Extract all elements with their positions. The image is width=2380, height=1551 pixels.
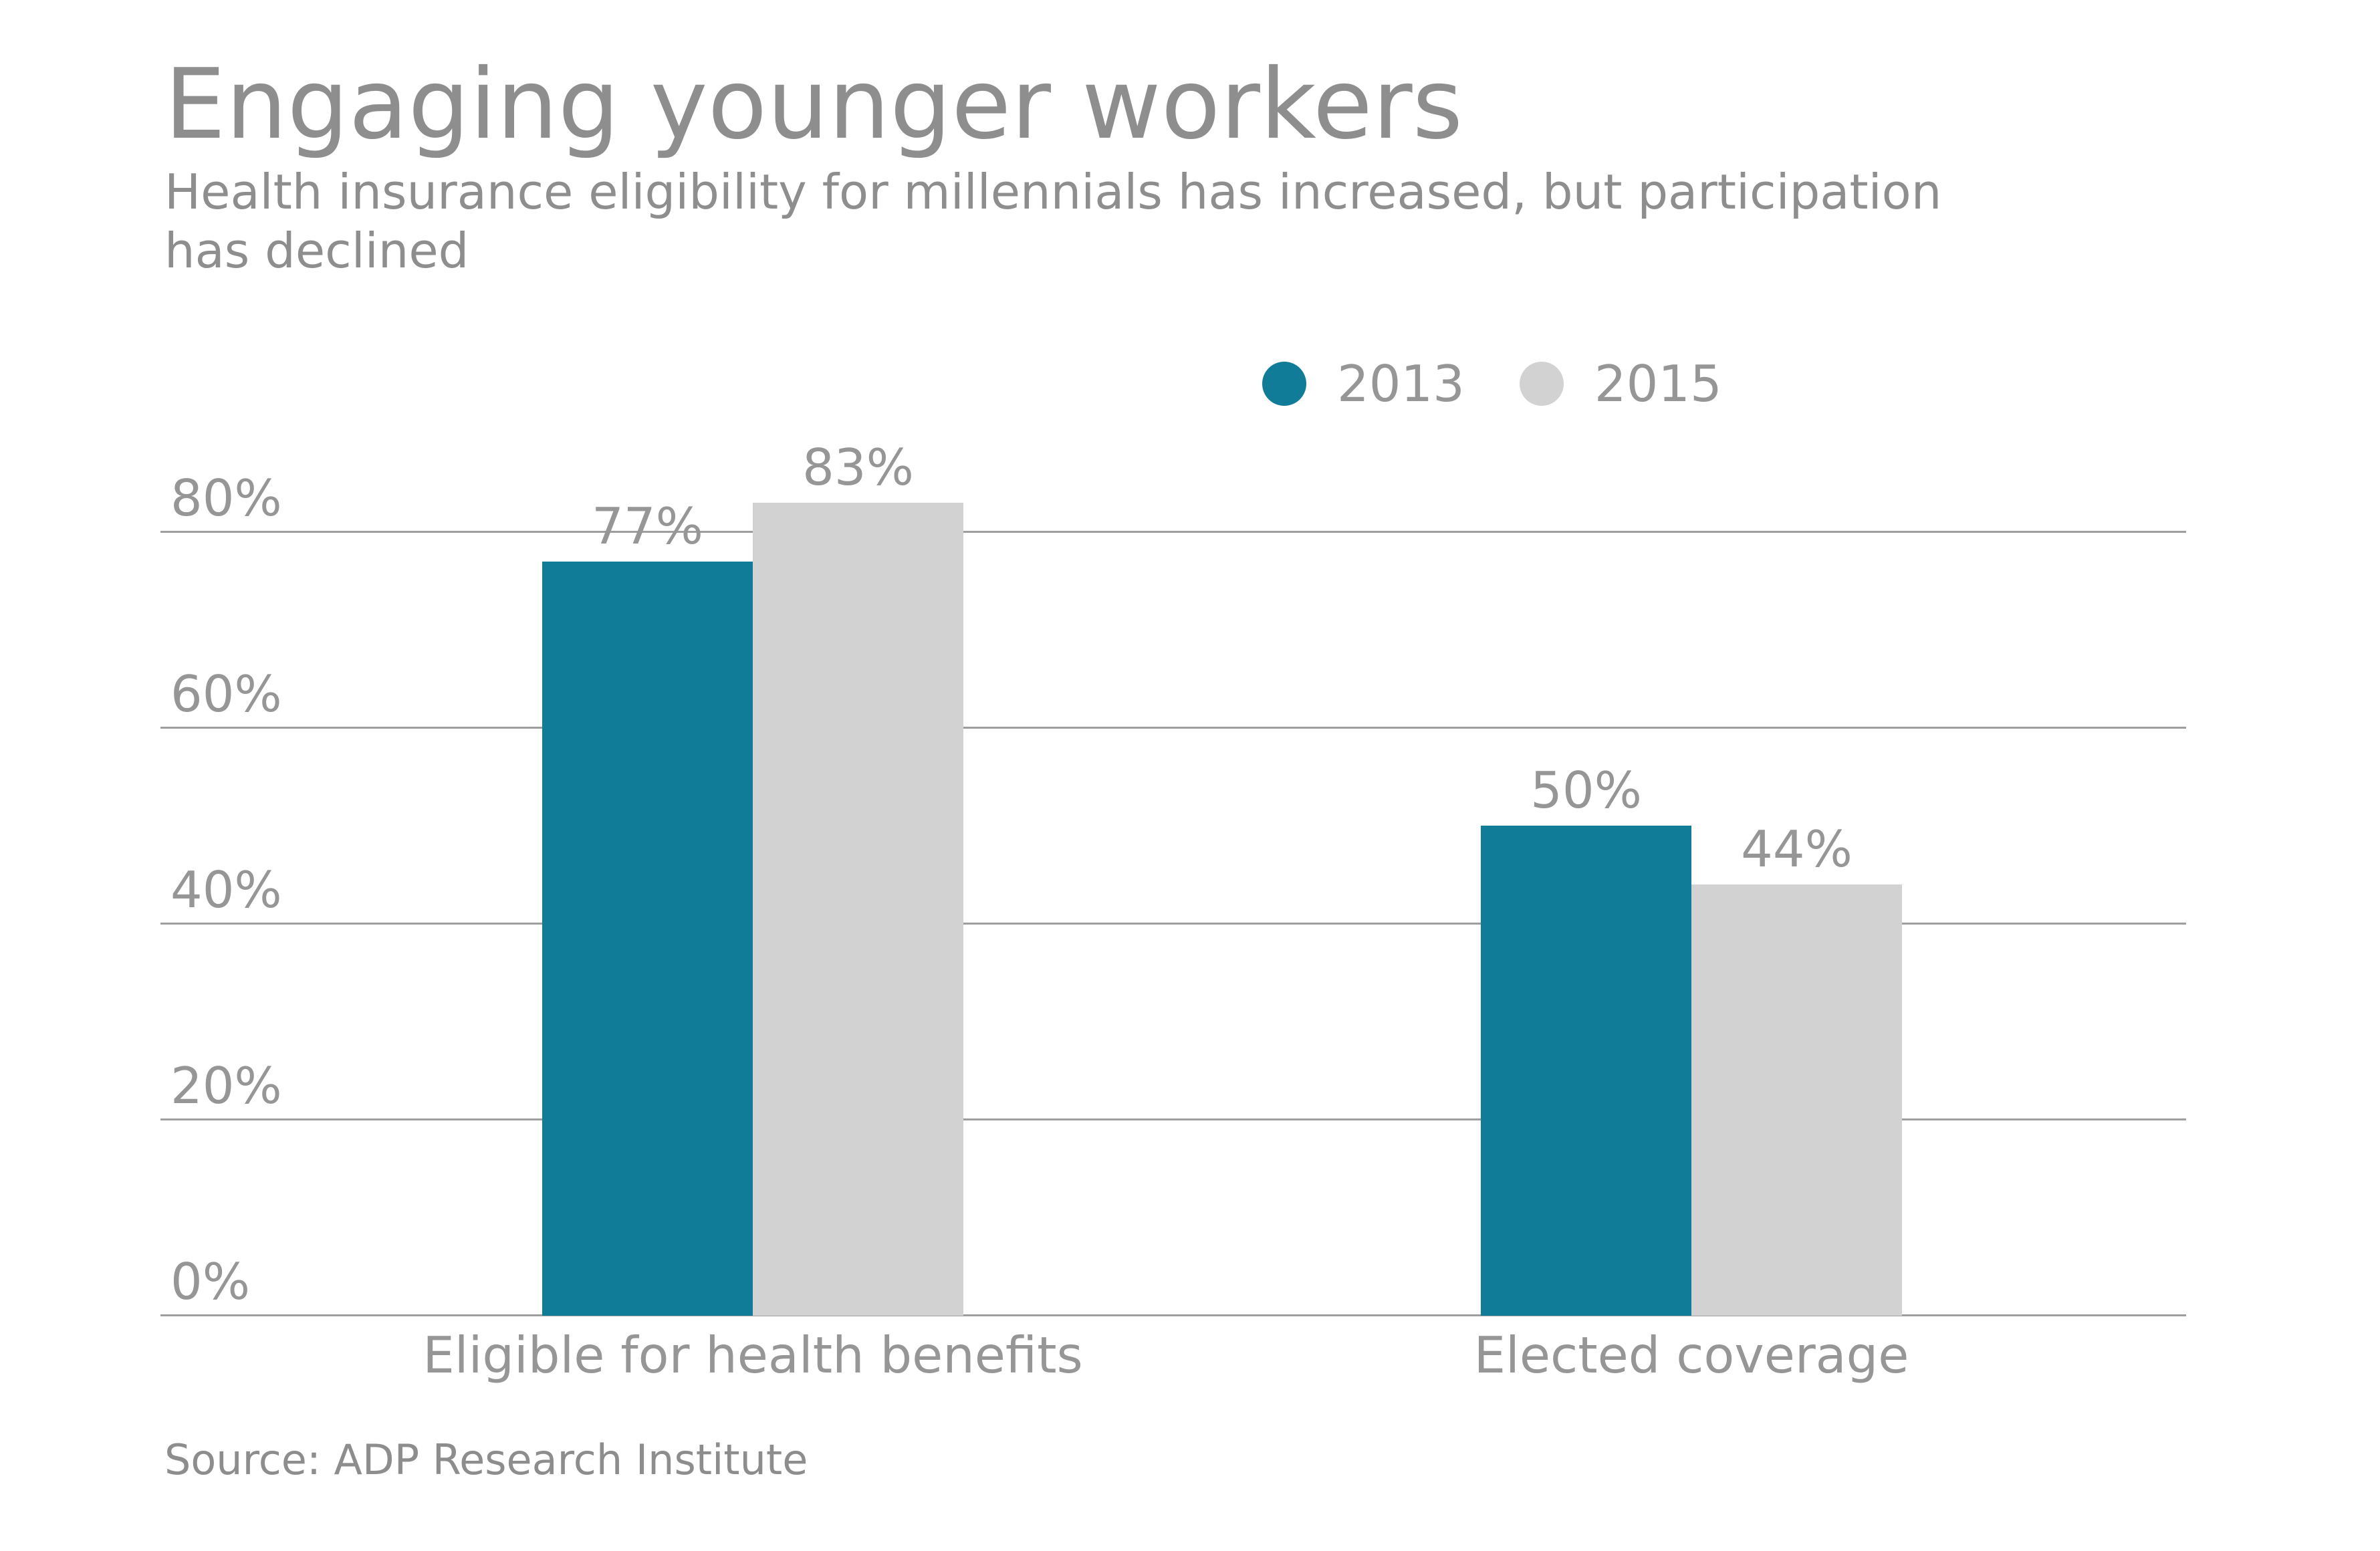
x-axis-label-eligible-for-health-benefits: Eligible for health benefits (423, 1326, 1083, 1385)
bar-2015-elected-coverage (1691, 884, 1902, 1316)
y-tick-label-20%: 20% (170, 1056, 282, 1115)
x-axis-label-elected-coverage: Elected coverage (1473, 1326, 1909, 1385)
bar-2013-eligible-for-health-benefits (542, 562, 753, 1316)
legend-swatch-2015-icon (1519, 362, 1564, 406)
legend-item-2015: 2015 (1519, 354, 1722, 413)
y-tick-label-0%: 0% (170, 1252, 250, 1311)
gridline-80% (160, 531, 2186, 533)
chart-subtitle-line-2: has declined (164, 223, 469, 279)
bar-value-label-2013-elected-coverage: 50% (1530, 761, 1642, 820)
gridline-60% (160, 727, 2186, 729)
legend-item-2013: 2013 (1262, 354, 1465, 413)
y-tick-label-80%: 80% (170, 469, 282, 527)
bar-value-label-2015-eligible-for-health-benefits: 83% (802, 438, 914, 497)
legend-label-2013: 2013 (1337, 354, 1465, 413)
chart-title: Engaging younger workers (164, 48, 1463, 161)
bar-value-label-2015-elected-coverage: 44% (1741, 820, 1853, 878)
y-tick-label-40%: 40% (170, 860, 282, 919)
legend: 2013 2015 (1262, 354, 1722, 413)
gridline-20% (160, 1118, 2186, 1120)
plot-area: 0% 20% 40% 60% 80% 77% 83% Eligible for health … (160, 401, 2186, 1381)
legend-label-2015: 2015 (1594, 354, 1722, 413)
bar-2015-eligible-for-health-benefits (753, 503, 963, 1316)
chart-subtitle-line-1: Health insurance eligibility for millenn… (164, 164, 1942, 220)
bar-2013-elected-coverage (1481, 826, 1691, 1316)
gridline-40% (160, 923, 2186, 925)
chart-subtitle: Health insurance eligibility for millenn… (164, 162, 1941, 280)
legend-swatch-2013-icon (1262, 362, 1306, 406)
y-tick-label-60%: 60% (170, 665, 282, 723)
source-note: Source: ADP Research Institute (164, 1435, 808, 1484)
gridline-0% (160, 1314, 2186, 1316)
bar-value-label-2013-eligible-for-health-benefits: 77% (592, 497, 703, 556)
